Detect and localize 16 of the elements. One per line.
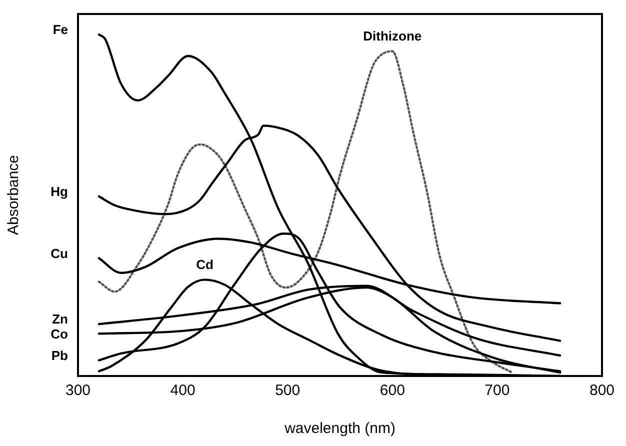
x-tick-label: 300: [65, 382, 91, 400]
text: Co: [50, 326, 68, 342]
series-label: Dithizone: [363, 28, 422, 44]
text: Cu: [50, 246, 68, 261]
x-tick-label: 800: [589, 382, 615, 400]
text: Fe: [52, 22, 68, 38]
y-axis-title: Absorbance: [5, 154, 22, 236]
x-tick-label: 500: [275, 382, 300, 400]
text: Pb: [51, 348, 68, 363]
x-axis-title: wavelength (nm): [284, 420, 396, 438]
series-label: Cd: [196, 256, 214, 272]
x-tick-label: 400: [170, 382, 196, 400]
text: Zn: [52, 312, 68, 327]
x-tick-label: 600: [380, 382, 405, 400]
x-tick-label: 700: [484, 382, 510, 400]
text: Hg: [50, 184, 68, 199]
